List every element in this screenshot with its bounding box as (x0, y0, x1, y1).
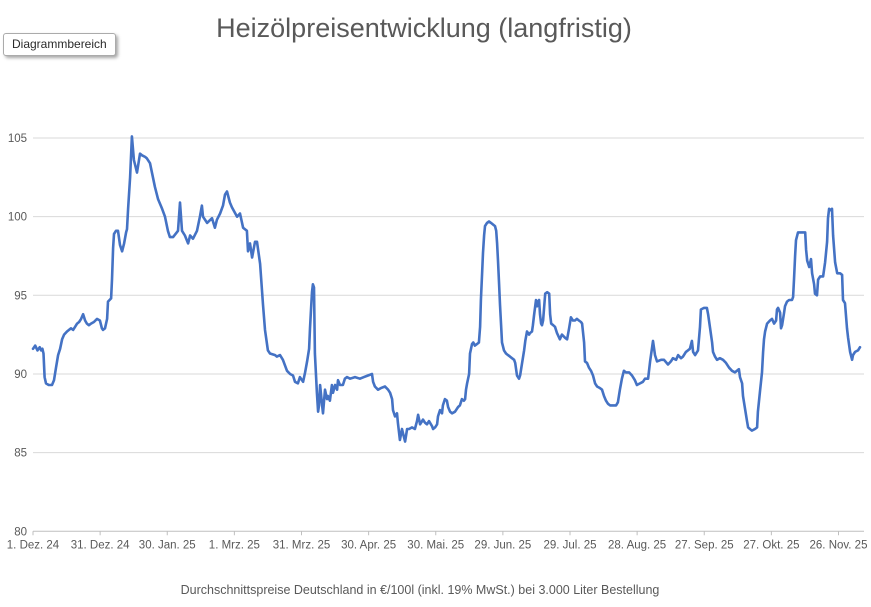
x-axis-label: 29. Jun. 25 (474, 539, 531, 551)
x-axis-label: 1. Dez. 24 (7, 539, 60, 551)
x-axis-label: 30. Jan. 25 (139, 539, 196, 551)
chart-title: Heizölpreisentwicklung (langfristig) (216, 13, 632, 43)
y-axis-label: 85 (14, 448, 27, 460)
x-axis-label: 31. Mrz. 25 (273, 539, 331, 551)
y-axis-label: 90 (14, 369, 27, 381)
x-axis-label: 29. Jul. 25 (543, 539, 596, 551)
y-axis-label: 80 (14, 526, 27, 538)
x-axis-label: 1. Mrz. 25 (209, 539, 260, 551)
x-axis-label: 27. Okt. 25 (743, 539, 799, 551)
chart-caption: Durchschnittspreise Deutschland in €/100… (180, 583, 660, 597)
x-axis-label: 31. Dez. 24 (71, 539, 130, 551)
chart-area-tooltip: Diagrammbereich (3, 33, 116, 56)
chart-area-tooltip-label: Diagrammbereich (12, 37, 107, 51)
x-axis-label: 30. Apr. 25 (341, 539, 396, 551)
x-axis-label: 27. Sep. 25 (675, 539, 734, 551)
x-axis-label: 28. Aug. 25 (608, 539, 666, 551)
price-line-series (31, 135, 862, 443)
y-axis-label: 95 (14, 290, 27, 302)
x-axis-label: 30. Mai. 25 (407, 539, 464, 551)
y-axis-label: 100 (8, 212, 27, 224)
x-axis-label: 26. Nov. 25 (810, 539, 868, 551)
y-axis-label: 105 (8, 133, 27, 145)
